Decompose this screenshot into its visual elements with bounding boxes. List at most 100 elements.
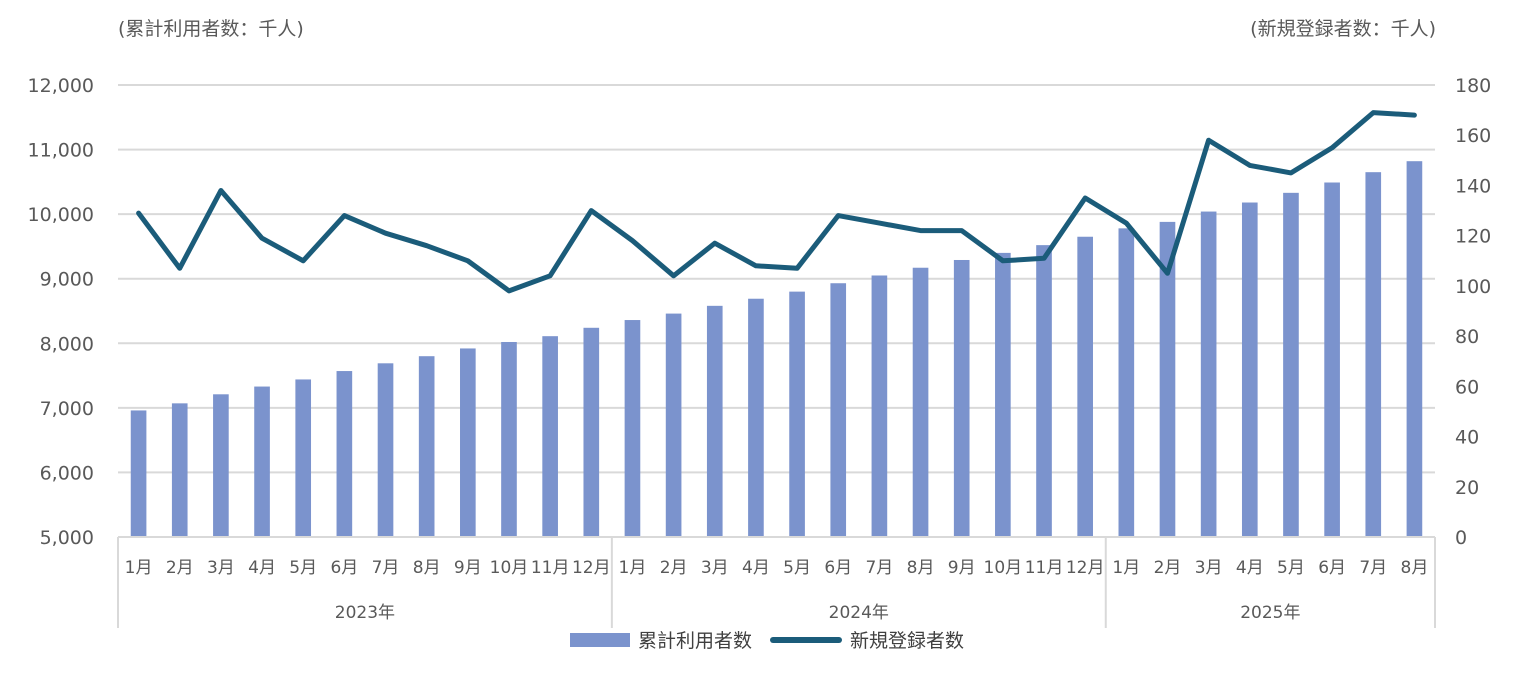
bar xyxy=(460,348,476,537)
month-label: 8月 xyxy=(1401,558,1429,578)
month-label: 11月 xyxy=(1025,558,1064,578)
bar xyxy=(912,267,929,537)
bar xyxy=(1036,245,1052,537)
bar xyxy=(1324,182,1340,537)
legend-label-new: 新規登録者数 xyxy=(850,630,965,652)
month-label: 1月 xyxy=(1112,558,1140,578)
month-label: 5月 xyxy=(1277,558,1305,578)
year-label: 2023年 xyxy=(335,603,395,623)
line-series xyxy=(136,110,1417,294)
right-tick-label: 60 xyxy=(1455,376,1479,398)
bar xyxy=(624,320,641,537)
month-label: 7月 xyxy=(372,558,400,578)
bar xyxy=(706,305,723,537)
left-tick-label: 10,000 xyxy=(28,204,94,226)
left-tick-label: 9,000 xyxy=(40,269,94,291)
bar xyxy=(583,327,600,537)
month-label: 10月 xyxy=(984,558,1023,578)
month-label: 3月 xyxy=(1195,558,1223,578)
month-label: 6月 xyxy=(1318,558,1346,578)
month-label: 9月 xyxy=(454,558,482,578)
right-tick-label: 100 xyxy=(1455,276,1491,298)
year-label: 2024年 xyxy=(829,603,889,623)
month-label: 4月 xyxy=(742,558,770,578)
bar xyxy=(871,275,888,537)
bar xyxy=(665,313,682,537)
bar xyxy=(130,410,147,537)
bar xyxy=(295,379,312,537)
legend: 累計利用者数 新規登録者数 xyxy=(0,626,1534,653)
legend-item-new: 新規登録者数 xyxy=(770,626,964,653)
month-label: 4月 xyxy=(1236,558,1264,578)
right-tick-label: 0 xyxy=(1455,527,1467,549)
month-label: 4月 xyxy=(248,558,276,578)
right-tick-label: 140 xyxy=(1455,175,1491,197)
bar xyxy=(1365,172,1382,537)
bar-series xyxy=(130,161,1423,538)
month-label: 10月 xyxy=(490,558,529,578)
left-axis-ticks: 5,000 6,000 7,000 8,000 9,000 10,000 11,000 12,… xyxy=(28,75,94,549)
left-axis-unit: (累計利用者数：千人) xyxy=(118,18,304,40)
bar xyxy=(336,371,353,537)
month-label: 5月 xyxy=(783,558,811,578)
bar xyxy=(254,386,270,537)
gridlines xyxy=(118,84,1435,474)
year-label: 2025年 xyxy=(1240,603,1300,623)
month-label: 9月 xyxy=(948,558,976,578)
bar xyxy=(1200,211,1217,537)
month-label: 1月 xyxy=(619,558,647,578)
bar xyxy=(501,341,517,537)
legend-line-swatch xyxy=(770,636,842,643)
left-tick-label: 7,000 xyxy=(40,398,94,420)
bar xyxy=(1159,221,1176,538)
bar xyxy=(953,259,970,537)
bar xyxy=(418,356,435,537)
legend-label-cumulative: 累計利用者数 xyxy=(637,630,752,652)
bar xyxy=(789,291,805,537)
bar xyxy=(377,363,394,537)
month-label: 3月 xyxy=(701,558,729,578)
right-tick-label: 40 xyxy=(1455,427,1479,449)
right-tick-label: 180 xyxy=(1455,75,1491,97)
left-tick-label: 8,000 xyxy=(40,333,94,355)
bar xyxy=(748,298,764,537)
month-label: 6月 xyxy=(824,558,852,578)
right-tick-label: 80 xyxy=(1455,326,1479,348)
month-label: 11月 xyxy=(531,558,570,578)
month-label: 6月 xyxy=(330,558,358,578)
bar xyxy=(995,252,1011,537)
bar xyxy=(213,394,229,537)
right-tick-label: 20 xyxy=(1455,477,1479,499)
bar xyxy=(830,283,847,537)
month-label: 12月 xyxy=(572,558,611,578)
month-label: 2月 xyxy=(166,558,194,578)
month-label: 8月 xyxy=(413,558,441,578)
legend-bar-swatch xyxy=(569,632,630,647)
right-axis-ticks: 0 20 40 60 80 100 120 140 160 180 xyxy=(1455,75,1491,549)
x-axis: 1月 2月 3月 4月 5月 6月 7月 8月 9月 10月 11月 12月 1月 2月 3月 4月 5月 6月 7… xyxy=(117,536,1436,628)
left-tick-label: 11,000 xyxy=(28,140,94,162)
bar xyxy=(1241,202,1258,537)
bar xyxy=(1406,161,1423,538)
month-label: 7月 xyxy=(865,558,893,578)
month-label: 7月 xyxy=(1359,558,1387,578)
left-tick-label: 5,000 xyxy=(40,527,94,549)
month-label: 8月 xyxy=(907,558,935,578)
legend-item-cumulative: 累計利用者数 xyxy=(569,626,752,653)
month-label: 5月 xyxy=(289,558,317,578)
bar xyxy=(1118,228,1135,537)
month-label: 3月 xyxy=(207,558,235,578)
bar xyxy=(1283,192,1299,537)
bar xyxy=(1077,236,1093,537)
month-label: 1月 xyxy=(125,558,153,578)
month-label: 2月 xyxy=(1154,558,1182,578)
right-tick-label: 120 xyxy=(1455,226,1491,248)
bar xyxy=(171,403,188,537)
month-label: 2月 xyxy=(660,558,688,578)
right-tick-label: 160 xyxy=(1455,125,1491,147)
left-tick-label: 12,000 xyxy=(28,75,94,97)
line-series-path xyxy=(136,110,1417,294)
bar xyxy=(542,336,558,537)
month-label: 12月 xyxy=(1066,558,1105,578)
